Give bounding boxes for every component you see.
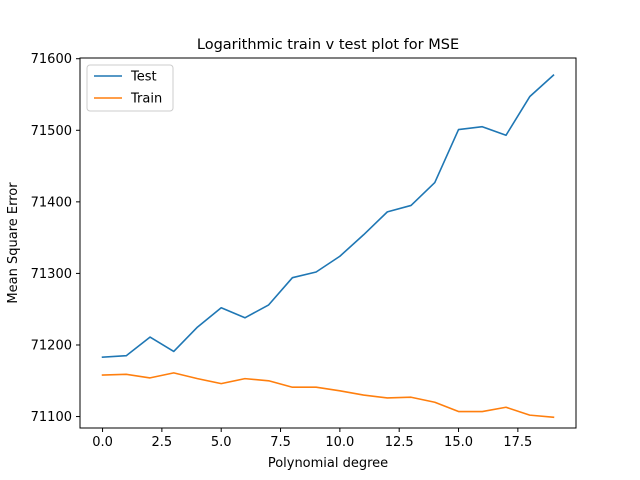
legend: Test Train	[86, 64, 174, 112]
x-axis-label: Polynomial degree	[268, 456, 388, 471]
y-tick-label: 71400	[31, 195, 72, 210]
x-tick-label: 5.0	[211, 435, 232, 450]
y-tick-label: 71300	[31, 267, 72, 282]
series-line-test	[101, 74, 555, 358]
y-tick-label: 71200	[31, 338, 72, 353]
axis-ticks: 0.0 2.5 5.0 7.5 10.0 12.5 15.0 17.5 71100 71200 71…	[31, 52, 533, 450]
x-tick-label: 17.5	[503, 435, 532, 450]
series-line-train	[101, 372, 555, 419]
x-tick-label: 10.0	[325, 435, 354, 450]
y-tick-label: 71600	[31, 52, 72, 67]
legend-label-test: Test	[130, 70, 157, 85]
plot-area-frame	[79, 57, 577, 429]
legend-label-train: Train	[130, 92, 162, 107]
x-tick-label: 15.0	[444, 435, 473, 450]
y-tick-label: 71100	[31, 410, 72, 425]
x-tick-label: 0.0	[92, 435, 113, 450]
chart-title: Logarithmic train v test plot for MSE	[197, 37, 459, 53]
plot-lines	[101, 74, 555, 419]
x-tick-label: 12.5	[385, 435, 414, 450]
y-tick-label: 71500	[31, 124, 72, 139]
y-axis-label: Mean Square Error	[6, 182, 21, 304]
x-tick-label: 2.5	[152, 435, 173, 450]
x-tick-label: 7.5	[270, 435, 291, 450]
